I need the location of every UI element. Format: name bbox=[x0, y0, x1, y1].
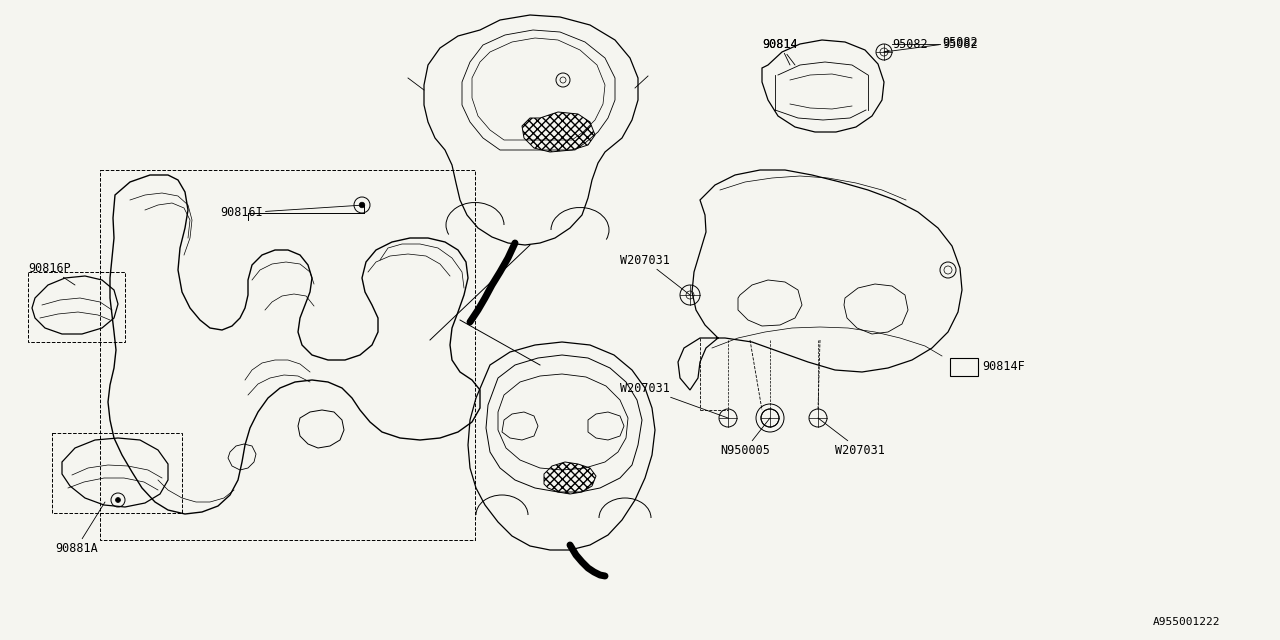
Text: 90816P: 90816P bbox=[28, 262, 76, 285]
Text: N950005: N950005 bbox=[719, 418, 771, 456]
Text: W207031: W207031 bbox=[620, 253, 690, 295]
Text: 95082: 95082 bbox=[942, 38, 978, 51]
Text: 90814: 90814 bbox=[762, 38, 797, 65]
FancyBboxPatch shape bbox=[950, 358, 978, 376]
Bar bbox=[28, 272, 125, 342]
Text: 95082: 95082 bbox=[884, 35, 978, 52]
Bar bbox=[100, 170, 475, 540]
Text: 90881A: 90881A bbox=[55, 502, 105, 554]
Text: A955001222: A955001222 bbox=[1152, 617, 1220, 627]
Text: W207031: W207031 bbox=[620, 381, 728, 418]
Text: 95082: 95082 bbox=[884, 38, 928, 52]
Circle shape bbox=[115, 497, 120, 502]
Circle shape bbox=[360, 202, 365, 208]
Text: 90814F: 90814F bbox=[982, 360, 1025, 374]
Text: 90814: 90814 bbox=[762, 38, 797, 65]
Bar bbox=[52, 433, 182, 513]
Text: W207031: W207031 bbox=[818, 418, 884, 456]
Text: 90816I: 90816I bbox=[220, 205, 364, 220]
